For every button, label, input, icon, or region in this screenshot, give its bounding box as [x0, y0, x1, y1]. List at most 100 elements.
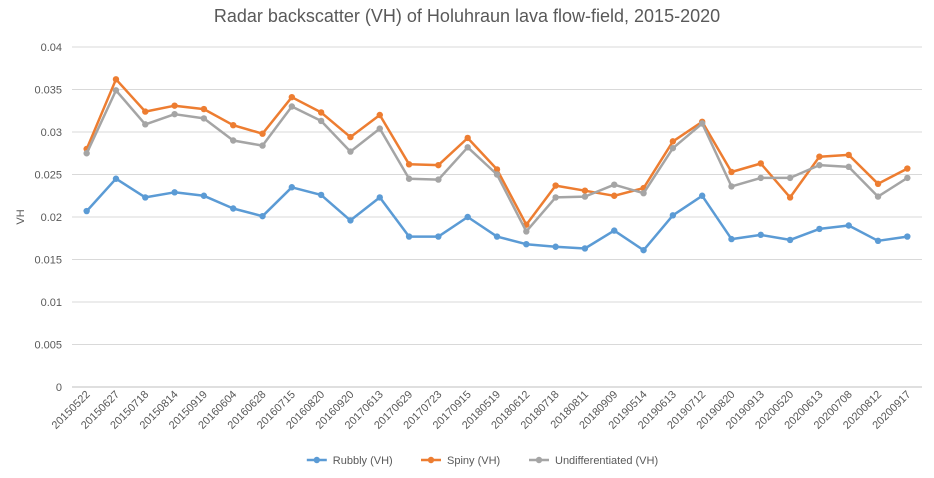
data-point: [816, 161, 823, 169]
data-point: [874, 180, 882, 188]
data-point: [347, 133, 354, 141]
data-point: [83, 150, 90, 157]
legend-marker-point: [427, 456, 435, 464]
data-point: [112, 175, 120, 182]
data-point: [288, 184, 296, 191]
data-point: [435, 233, 442, 240]
data-point: [669, 138, 677, 145]
data-point: [581, 245, 589, 252]
y-tick-label: 0.02: [41, 212, 62, 224]
data-point: [112, 76, 120, 83]
data-point: [874, 193, 882, 200]
data-point: [171, 110, 178, 118]
data-point: [347, 148, 354, 155]
data-point: [288, 93, 296, 101]
data-point: [904, 165, 911, 172]
legend-label: Undifferentiated (VH): [555, 455, 658, 467]
data-point: [435, 161, 442, 169]
data-point: [259, 130, 266, 137]
y-axis-title: VH: [15, 209, 27, 224]
data-point: [317, 117, 325, 125]
chart-title: Radar backscatter (VH) of Holuhraun lava…: [213, 6, 721, 26]
legend-label: Spiny (VH): [447, 455, 500, 467]
data-point: [493, 233, 501, 240]
data-point: [376, 125, 383, 132]
data-point: [200, 115, 208, 122]
data-point: [464, 134, 471, 142]
legend-marker-point: [313, 456, 320, 464]
data-point: [259, 212, 266, 220]
y-tick-label: 0.035: [34, 85, 62, 97]
data-point: [523, 228, 530, 235]
y-tick-label: 0.015: [34, 255, 62, 267]
data-point: [142, 121, 149, 128]
data-point: [904, 233, 911, 240]
data-point: [171, 189, 178, 196]
data-point: [347, 217, 354, 224]
data-point: [611, 192, 618, 199]
data-point: [259, 142, 266, 149]
legend-label: Rubbly (VH): [333, 455, 393, 467]
data-point: [552, 243, 559, 250]
data-point: [874, 237, 882, 244]
data-point: [230, 122, 237, 129]
y-tick-label: 0.04: [41, 42, 62, 54]
data-point: [317, 109, 325, 116]
data-point: [171, 102, 178, 109]
data-point: [142, 194, 149, 201]
data-point: [757, 231, 764, 239]
data-point: [405, 175, 413, 182]
data-point: [435, 176, 442, 183]
y-tick-label: 0.03: [41, 127, 62, 139]
data-point: [112, 87, 120, 94]
data-point: [904, 174, 911, 182]
data-point: [698, 120, 706, 127]
data-point: [728, 235, 735, 243]
data-point: [728, 183, 735, 190]
data-point: [142, 108, 149, 115]
y-tick-label: 0.005: [34, 340, 62, 352]
data-point: [845, 151, 852, 159]
data-point: [640, 190, 647, 197]
y-tick-label: 0.025: [34, 170, 62, 182]
data-point: [200, 105, 208, 113]
data-point: [200, 192, 208, 199]
data-point: [669, 212, 677, 219]
data-point: [816, 225, 823, 233]
data-point: [581, 193, 589, 200]
data-point: [376, 194, 383, 201]
data-point: [786, 194, 794, 201]
data-point: [288, 103, 296, 110]
data-point: [581, 187, 589, 194]
legend-marker-point: [535, 456, 543, 464]
data-point: [669, 144, 677, 152]
data-point: [83, 207, 90, 215]
data-point: [230, 137, 237, 144]
data-point: [552, 182, 559, 189]
data-point: [816, 153, 823, 160]
data-point: [611, 181, 618, 188]
data-point: [640, 246, 647, 254]
data-point: [786, 174, 794, 182]
data-point: [757, 174, 764, 182]
data-point: [523, 241, 530, 248]
data-point: [230, 205, 237, 212]
data-point: [464, 213, 471, 221]
series-line-2: [85, 78, 908, 226]
data-point: [464, 144, 471, 151]
data-point: [552, 194, 559, 201]
data-point: [493, 171, 501, 178]
y-tick-label: 0: [56, 382, 62, 394]
data-point: [698, 192, 706, 199]
data-point: [317, 191, 325, 199]
data-point: [786, 236, 794, 244]
data-point: [611, 227, 618, 234]
data-point: [405, 233, 413, 240]
data-point: [845, 163, 852, 171]
data-point: [493, 166, 501, 173]
data-point: [845, 222, 852, 229]
data-point: [405, 161, 413, 168]
data-point: [728, 168, 735, 176]
